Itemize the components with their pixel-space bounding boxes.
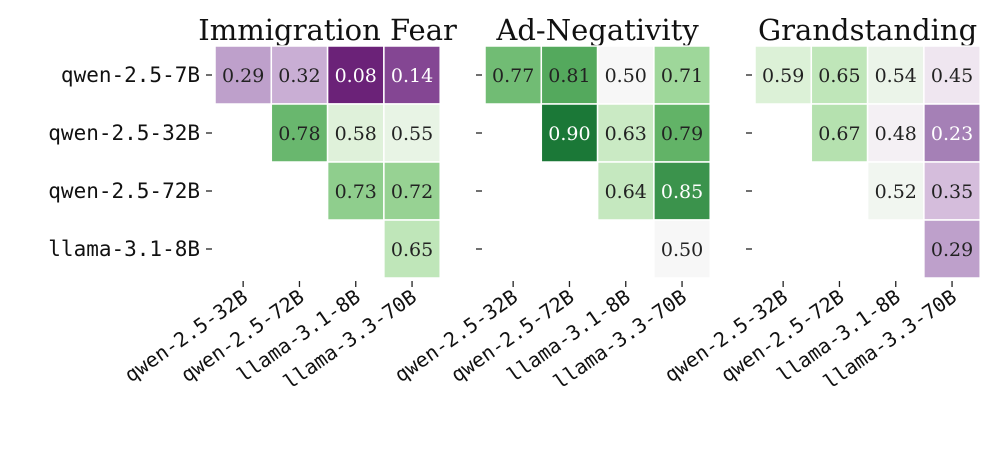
heatmap-cell	[866, 161, 925, 221]
heatmap-cell	[866, 45, 925, 105]
heatmap-cell	[383, 103, 441, 163]
cell-value: 0.23	[931, 123, 973, 145]
cell-value: 0.65	[391, 239, 433, 261]
row-label: llama-3.1-8B	[48, 237, 200, 261]
cell-value: 0.50	[661, 239, 703, 261]
cell-value: 0.85	[661, 181, 703, 203]
row-label: qwen-2.5-32B	[48, 121, 200, 145]
heatmap-cell	[540, 103, 599, 163]
heatmap-cell	[326, 161, 385, 221]
panel-title: Ad-Negativity	[495, 13, 699, 47]
cell-value: 0.14	[391, 65, 433, 87]
cell-value: 0.78	[278, 123, 320, 145]
heatmap-cell	[866, 103, 925, 163]
heatmap-cell	[653, 103, 711, 163]
cell-value: 0.48	[875, 123, 917, 145]
cell-value: 0.29	[931, 239, 973, 261]
cell-value: 0.29	[222, 65, 264, 87]
panel-title: Grandstanding	[758, 13, 977, 47]
cell-value: 0.79	[661, 123, 703, 145]
cell-value: 0.73	[335, 181, 377, 203]
cell-value: 0.55	[391, 123, 433, 145]
heatmap-cell	[540, 45, 599, 105]
heatmap-cell	[596, 45, 655, 105]
cell-value: 0.90	[548, 123, 590, 145]
cell-value: 0.52	[875, 181, 917, 203]
heatmap-cell	[383, 161, 441, 221]
heatmap-cell	[923, 219, 981, 279]
cell-value: 0.77	[492, 65, 534, 87]
heatmap-cell	[270, 103, 329, 163]
heatmap-cell	[596, 161, 655, 221]
cell-value: 0.08	[335, 65, 377, 87]
heatmap-panel-2: Ad-Negativity 0.77 0.81 0.50 0.71 0.90 0.63 0.7…	[390, 13, 711, 394]
heatmap-cell	[653, 219, 711, 279]
heatmap-cell	[383, 219, 441, 279]
cell-value: 0.71	[661, 65, 703, 87]
cell-value: 0.64	[605, 181, 647, 203]
row-label: qwen-2.5-72B	[48, 179, 200, 203]
cell-value: 0.81	[548, 65, 590, 87]
cell-value: 0.54	[875, 65, 917, 87]
cell-value: 0.58	[335, 123, 377, 145]
cell-value: 0.50	[605, 65, 647, 87]
cell-value: 0.59	[762, 65, 804, 87]
panel-title: Immigration Fear	[198, 13, 457, 47]
cell-value: 0.45	[931, 65, 973, 87]
heatmap-cell	[326, 103, 385, 163]
heatmap-cell	[214, 45, 273, 105]
heatmap-cell	[383, 45, 441, 105]
cell-value: 0.67	[818, 123, 860, 145]
cell-value: 0.32	[278, 65, 320, 87]
row-label: qwen-2.5-7B	[61, 63, 200, 87]
cell-value: 0.63	[605, 123, 647, 145]
heatmap-cell	[810, 103, 869, 163]
cell-value: 0.65	[818, 65, 860, 87]
heatmap-cell	[653, 45, 711, 105]
cell-value: 0.72	[391, 181, 433, 203]
heatmap-cell	[923, 161, 981, 221]
cell-value: 0.35	[931, 181, 973, 203]
